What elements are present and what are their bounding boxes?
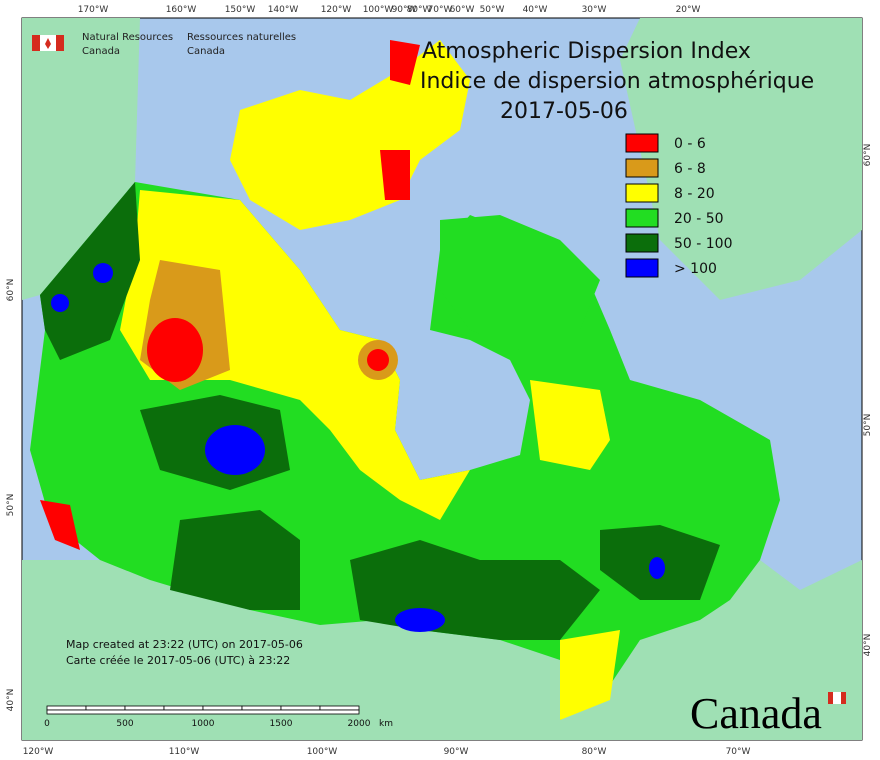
- legend-label: 0 - 6: [674, 136, 706, 152]
- wordmark: Canada: [690, 689, 822, 738]
- legend-swatch: [625, 158, 659, 178]
- longitude-label: 80°W: [582, 747, 607, 757]
- longitude-label: 40°W: [523, 5, 548, 15]
- longitude-label: 150°W: [225, 5, 256, 15]
- longitude-label: 90°W: [444, 747, 469, 757]
- arctic-islands: [230, 40, 470, 230]
- zone-0-6: [40, 500, 80, 550]
- org-en: Canada: [82, 46, 120, 57]
- maple-leaf: [45, 38, 51, 49]
- longitude-label: 120°W: [23, 747, 54, 757]
- credit: Carte créée le 2017-05-06 (UTC) à 23:22: [66, 654, 290, 667]
- longitude-label: 70°W: [726, 747, 751, 757]
- longitude-label: 100°W: [307, 747, 338, 757]
- wordmark-flag: [833, 692, 841, 704]
- date: 2017-05-06: [500, 99, 628, 124]
- latitude-label: 40°N: [6, 689, 16, 712]
- scale-label: 500: [116, 719, 133, 729]
- scale-bar: [46, 709, 360, 715]
- latitude-label: 60°N: [6, 279, 16, 302]
- flag-bar: [32, 35, 40, 51]
- zone-over-100: [51, 294, 69, 312]
- title: Atmospheric Dispersion Index: [422, 39, 751, 64]
- latitude-label: 40°N: [863, 634, 873, 657]
- legend-label: 8 - 20: [674, 186, 715, 202]
- scale-label: 2000: [348, 719, 371, 729]
- longitude-label: 60°W: [450, 5, 475, 15]
- longitude-label: 70°W: [428, 5, 453, 15]
- zone-50-100: [170, 510, 300, 610]
- legend-label: 20 - 50: [674, 211, 724, 227]
- credit: Map created at 23:22 (UTC) on 2017-05-06: [66, 638, 303, 651]
- scale-segment: [163, 705, 204, 711]
- title: Indice de dispersion atmosphérique: [420, 69, 814, 94]
- legend-swatch: [625, 233, 659, 253]
- scale-segment: [85, 705, 126, 711]
- alaska: [22, 18, 140, 300]
- longitude-label: 170°W: [78, 5, 109, 15]
- latitude-label: 50°N: [6, 494, 16, 517]
- greenland: [620, 18, 862, 300]
- legend-label: > 100: [674, 261, 717, 277]
- longitude-label: 110°W: [169, 747, 200, 757]
- logo: Natural Resources Canada Ressources natu…: [32, 32, 296, 57]
- scale-segment: [241, 705, 282, 711]
- legend-label: 6 - 8: [674, 161, 706, 177]
- zone-0-6: [367, 349, 389, 371]
- zone-over-100: [395, 608, 445, 632]
- zone-0-6: [390, 40, 420, 85]
- zone-over-100: [93, 263, 113, 283]
- org-fr: Canada: [187, 46, 225, 57]
- scale-label: 1500: [270, 719, 293, 729]
- longitude-label: 20°W: [676, 5, 701, 15]
- scale-segment: [202, 705, 243, 711]
- latitude-label: 50°N: [863, 414, 873, 437]
- legend-swatch: [625, 258, 659, 278]
- latitude-label: 60°N: [863, 144, 873, 167]
- scale-segment: [280, 705, 321, 711]
- scale-segment: [46, 705, 87, 711]
- org-fr: Ressources naturelles: [187, 32, 296, 43]
- zone-over-100: [649, 557, 665, 579]
- zone-over-100: [205, 425, 265, 475]
- legend-swatch: [625, 133, 659, 153]
- zone-20-50: [440, 215, 600, 350]
- longitude-label: 140°W: [268, 5, 299, 15]
- zone-8-20: [560, 630, 620, 720]
- longitude-label: 120°W: [321, 5, 352, 15]
- scale-label: 1000: [192, 719, 215, 729]
- zone-0-6: [380, 150, 410, 200]
- scale-label: 0: [44, 719, 50, 729]
- longitude-label: 50°W: [480, 5, 505, 15]
- longitude-label: 30°W: [582, 5, 607, 15]
- longitude-label: 160°W: [166, 5, 197, 15]
- longitude-label: 100°W: [363, 5, 394, 15]
- basemap: [22, 18, 862, 740]
- longitude-label: 80°W: [407, 5, 432, 15]
- org-en: Natural Resources: [82, 32, 173, 43]
- legend-swatch: [625, 183, 659, 203]
- flag-bar: [56, 35, 64, 51]
- zone-8-20: [530, 380, 610, 470]
- zone-0-6: [147, 318, 203, 382]
- scale-segment: [319, 705, 360, 711]
- scale-unit: km: [379, 719, 393, 729]
- scale-segment: [124, 705, 165, 711]
- legend-swatch: [625, 208, 659, 228]
- legend-label: 50 - 100: [674, 236, 733, 252]
- longitude-label: 90°W: [392, 5, 417, 15]
- zone-50-100: [40, 182, 140, 360]
